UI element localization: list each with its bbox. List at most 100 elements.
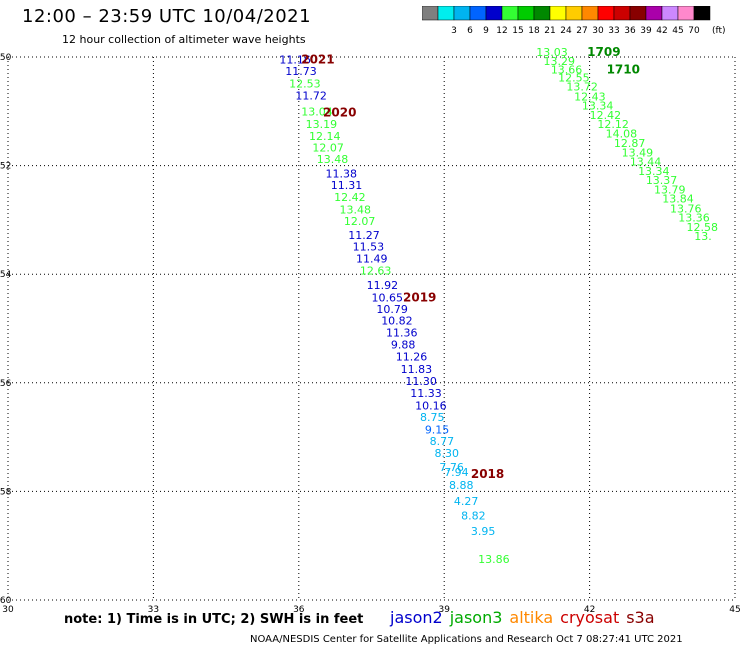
wave-height-value: 14.08: [606, 127, 638, 140]
wave-height-value: 12.42: [334, 191, 366, 204]
wave-height-value: 13.37: [646, 174, 678, 187]
wave-height-value: 13.86: [478, 553, 510, 566]
wave-height-value: 13.03: [536, 46, 568, 59]
wave-height-value: 8.88: [449, 479, 474, 492]
wave-height-value: 12.58: [687, 221, 719, 234]
time-label: 1709: [587, 45, 620, 59]
wave-height-value: 13.36: [678, 212, 710, 225]
scale-label: 9: [483, 26, 489, 36]
wave-height-value: 11.92: [367, 279, 399, 292]
time-label: 2020: [323, 106, 356, 120]
wave-height-value: 13.19: [306, 118, 338, 131]
y-tick-label: -52: [0, 162, 11, 172]
legend-item-jason3: jason3: [449, 608, 503, 627]
wave-height-value: 11.30: [405, 375, 437, 388]
x-tick-label: 33: [148, 605, 159, 612]
scale-label: 39: [640, 26, 652, 36]
wave-height-value: 11.36: [386, 327, 418, 340]
x-tick-label: 45: [729, 605, 740, 612]
legend-item-s3a: s3a: [626, 608, 655, 627]
wave-height-value: 11.16: [279, 54, 311, 67]
scale-label: 24: [560, 26, 572, 36]
wave-height-value: 12.43: [574, 90, 606, 103]
wave-height-value: 13.29: [544, 55, 576, 68]
wave-height-value: 11.26: [396, 351, 428, 364]
legend-item-cryosat: cryosat: [560, 608, 620, 627]
wave-height-value: 13.34: [638, 165, 670, 178]
wave-height-value: 12.63: [360, 265, 392, 278]
wave-height-value: 12.12: [597, 118, 629, 131]
y-tick-label: -50: [0, 53, 12, 63]
wave-height-value: 12.42: [590, 109, 622, 122]
wave-height-value: 9.15: [425, 423, 450, 436]
wave-height-value: 11.49: [356, 252, 388, 265]
wave-height-value: 9.88: [391, 339, 416, 352]
time-label: 1710: [607, 62, 640, 76]
scale-label: 42: [656, 26, 667, 36]
wave-height-value: 3.95: [471, 525, 496, 538]
wave-height-value: 10.65: [372, 291, 404, 304]
wave-height-value: 7.94: [444, 466, 469, 479]
scale-label: 36: [624, 26, 636, 36]
scale-label: 33: [608, 26, 619, 36]
x-tick-label: 36: [293, 605, 305, 612]
wave-height-value: 11.83: [401, 363, 433, 376]
satellite-legend: jason2 jason3 altika cryosat s3a: [390, 608, 662, 627]
wave-height-value: 13.04: [301, 106, 333, 119]
legend-item-jason2: jason2: [390, 608, 443, 627]
wave-height-value: 13.79: [654, 183, 686, 196]
axis-ticks: 30 33 36 39 42 45 -50 -52 -54 -56 -58 -60: [0, 53, 740, 612]
wave-height-value: 10.82: [381, 315, 413, 328]
map-grid: [7, 56, 736, 601]
wave-height-points: 11.1611.7312.5311.7213.0413.1912.1412.07…: [279, 46, 718, 566]
wave-height-value: 12.55: [558, 71, 590, 84]
wave-height-value: 13.72: [566, 81, 598, 94]
wave-height-value: 10.16: [415, 399, 447, 412]
y-tick-label: -54: [0, 270, 12, 280]
y-tick-label: -60: [0, 596, 12, 606]
wave-height-value: 12.07: [312, 141, 344, 154]
wave-height-value: 12.53: [289, 77, 321, 90]
scale-swatch: [693, 6, 711, 21]
wave-height-value: 11.31: [331, 179, 363, 192]
scale-label: 21: [544, 26, 555, 36]
x-tick-label: 42: [584, 605, 595, 612]
scale-label: 6: [467, 26, 473, 36]
wave-height-value: 11.53: [353, 240, 385, 253]
x-tick-label: 30: [2, 605, 14, 612]
page-subtitle: 12 hour collection of altimeter wave hei…: [62, 33, 306, 46]
footer-note: note: 1) Time is in UTC; 2) SWH is in fe…: [64, 612, 364, 627]
wave-height-value: 11.38: [325, 168, 357, 181]
y-tick-label: -58: [0, 487, 12, 497]
scale-label: 27: [576, 26, 587, 36]
wave-height-value: 11.27: [348, 229, 380, 242]
wave-height-value: 10.79: [376, 303, 408, 316]
wave-height-value: 13.: [694, 230, 712, 243]
wave-height-value: 12.07: [344, 215, 376, 228]
wave-height-value: 11.72: [295, 89, 327, 102]
wave-height-value: 8.82: [461, 510, 486, 523]
color-scale-bar: 3 6 9 12 15 18 21 24 27 30 33 36 39 42 45 70 (ft): [422, 6, 726, 36]
wave-height-value: 13.66: [551, 63, 583, 76]
wave-height-value: 8.77: [430, 435, 455, 448]
scale-label: 45: [672, 26, 683, 36]
wave-height-value: 13.84: [662, 193, 694, 206]
x-tick-label: 39: [438, 605, 450, 612]
time-label: 2018: [471, 467, 504, 481]
scale-label: 70: [688, 26, 700, 36]
wave-height-value: 13.48: [340, 203, 372, 216]
y-tick-label: -56: [0, 379, 12, 389]
wave-height-value: 13.49: [622, 146, 654, 159]
wave-height-value: 12.14: [309, 130, 341, 143]
wave-height-value: 13.44: [630, 156, 662, 169]
wave-height-value: 13.34: [582, 100, 614, 113]
scale-label: 3: [451, 26, 457, 36]
wave-height-value: 8.75: [420, 411, 445, 424]
time-label: 2021: [301, 53, 334, 67]
wave-height-value: 13.48: [317, 153, 349, 166]
scale-unit: (ft): [712, 26, 726, 36]
wave-height-value: 12.87: [614, 137, 646, 150]
wave-height-value: 11.73: [285, 65, 317, 78]
scale-label: 18: [528, 26, 540, 36]
